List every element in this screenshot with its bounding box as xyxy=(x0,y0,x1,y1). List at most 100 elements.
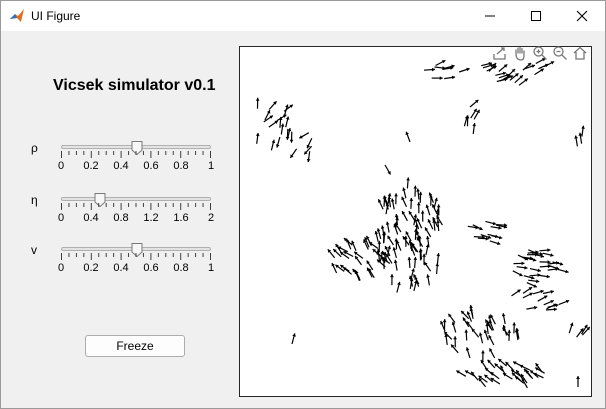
tick-label: 1.2 xyxy=(143,212,158,224)
particle-arrow xyxy=(538,64,548,69)
home-icon[interactable] xyxy=(570,44,589,62)
particle-arrow xyxy=(466,347,470,358)
particle-arrow xyxy=(502,313,506,324)
simulation-axes[interactable] xyxy=(239,46,592,397)
particle-arrow xyxy=(523,287,532,293)
v-tick-marks xyxy=(61,253,211,261)
rho-tick-labels: 0 0.2 0.4 0.6 0.8 1 xyxy=(31,160,221,174)
particle-arrow xyxy=(539,275,550,279)
particle-arrow xyxy=(540,264,551,268)
particle-arrow xyxy=(286,117,290,128)
particle-arrow xyxy=(512,290,521,296)
particle-arrow xyxy=(448,314,455,323)
minimize-button[interactable] xyxy=(467,1,513,31)
tick-label: 1 xyxy=(208,262,214,274)
particle-arrow xyxy=(543,290,554,294)
eta-tick-labels: 0 0.4 0.8 1.2 1.6 2 xyxy=(31,212,221,226)
particle-arrow xyxy=(425,227,431,237)
particle-arrow xyxy=(524,369,531,378)
tick-label: 0.2 xyxy=(83,160,98,172)
particle-arrow xyxy=(435,263,439,274)
tick-label: 0.4 xyxy=(113,160,128,172)
export-icon[interactable] xyxy=(490,44,509,62)
particle-arrow xyxy=(530,269,541,273)
rho-tick-marks xyxy=(61,151,211,159)
tick-label: 1.6 xyxy=(173,212,188,224)
freeze-button[interactable]: Freeze xyxy=(85,335,185,357)
particle-arrow xyxy=(526,306,537,310)
particle-arrow xyxy=(343,267,351,274)
particle-arrow xyxy=(481,350,485,361)
axes-toolbar xyxy=(490,44,589,62)
particle-arrow xyxy=(385,165,391,175)
rho-slider-track[interactable] xyxy=(61,145,211,149)
particle-arrow xyxy=(378,199,383,209)
particle-arrow xyxy=(271,140,275,151)
particle-arrow xyxy=(558,269,569,273)
particle-arrow xyxy=(409,240,413,251)
particle-arrow xyxy=(256,98,260,109)
particle-arrow xyxy=(397,282,401,293)
particle-arrow xyxy=(479,333,483,344)
particle-arrow xyxy=(409,211,415,220)
tick-label: 0.4 xyxy=(113,262,128,274)
particle-arrow xyxy=(481,360,487,369)
eta-tick-marks xyxy=(61,203,211,211)
particle-arrow xyxy=(408,257,412,268)
particle-arrow xyxy=(290,132,294,143)
particle-arrow xyxy=(369,242,378,248)
particle-arrow xyxy=(495,72,506,76)
zoom-in-icon[interactable] xyxy=(530,44,549,62)
particle-arrow xyxy=(517,266,528,270)
particle-arrow xyxy=(472,123,476,134)
particle-arrow xyxy=(548,304,559,308)
particle-arrow xyxy=(514,262,525,266)
particle-arrow xyxy=(419,249,423,260)
particle-arrow xyxy=(451,345,458,353)
particle-arrow xyxy=(544,300,554,305)
rho-slider[interactable]: ρ 0 0.2 0.4 0.6 0.8 1 xyxy=(31,141,221,181)
particle-arrow xyxy=(452,322,456,333)
particle-arrow xyxy=(456,371,466,377)
close-button[interactable] xyxy=(559,1,605,31)
particle-arrow xyxy=(411,269,415,280)
particle-arrow xyxy=(490,241,501,245)
particle-arrow xyxy=(432,204,437,214)
tick-label: 0.4 xyxy=(83,212,98,224)
app-title: Vicsek simulator v0.1 xyxy=(53,77,215,95)
particle-arrow xyxy=(538,296,548,302)
particle-arrow xyxy=(406,132,411,142)
particle-arrow xyxy=(394,193,398,204)
particle-arrow xyxy=(491,226,502,230)
v-slider-track[interactable] xyxy=(61,247,211,251)
maximize-button[interactable] xyxy=(513,1,559,31)
particle-arrow xyxy=(424,262,430,271)
eta-slider-track[interactable] xyxy=(61,197,211,201)
eta-slider[interactable]: η 0 0.4 0.8 1.2 1.6 2 xyxy=(31,193,221,233)
particle-arrow xyxy=(523,293,533,298)
particle-arrow xyxy=(530,273,541,277)
particle-arrow xyxy=(292,333,296,344)
particle-arrow xyxy=(386,222,390,233)
particle-arrow xyxy=(426,205,430,216)
particle-arrow xyxy=(351,241,356,251)
v-slider[interactable]: v 0 0.2 0.4 0.6 0.8 1 xyxy=(31,243,221,283)
v-tick-labels: 0 0.2 0.4 0.6 0.8 1 xyxy=(31,262,221,276)
particle-arrow xyxy=(488,335,493,345)
minimize-icon xyxy=(484,10,496,22)
maximize-icon xyxy=(530,10,542,22)
particle-arrow xyxy=(524,276,535,280)
particle-arrow xyxy=(471,372,478,381)
eta-label: η xyxy=(31,193,38,207)
particle-arrow xyxy=(535,69,544,75)
tick-label: 0.2 xyxy=(83,262,98,274)
tick-label: 0.6 xyxy=(143,262,158,274)
pan-hand-icon[interactable] xyxy=(510,44,529,62)
zoom-out-icon[interactable] xyxy=(550,44,569,62)
particle-arrow xyxy=(413,257,417,268)
particle-arrow xyxy=(519,79,528,86)
particle-arrow xyxy=(574,136,578,147)
particle-arrow xyxy=(375,231,379,242)
particle-arrow xyxy=(499,64,508,71)
